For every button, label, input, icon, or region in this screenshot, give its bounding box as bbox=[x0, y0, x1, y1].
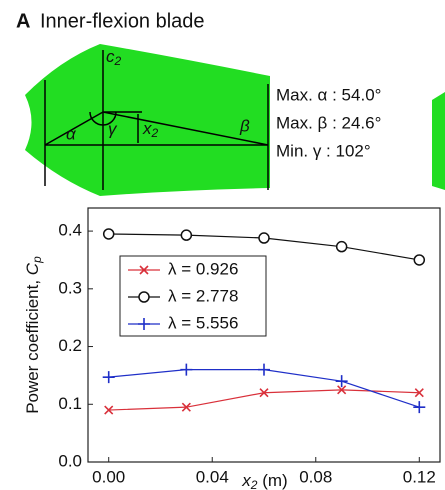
marker bbox=[413, 401, 426, 414]
marker bbox=[413, 254, 426, 266]
marker bbox=[181, 402, 191, 412]
panel-title: Inner-flexion blade bbox=[40, 10, 205, 32]
stat: Max. α : 54.0° bbox=[276, 85, 381, 104]
marker bbox=[180, 229, 193, 241]
x-label: x2 bbox=[142, 119, 159, 140]
gamma-label: γ bbox=[108, 119, 118, 138]
marker bbox=[335, 240, 348, 253]
y-tick-label: 0.1 bbox=[58, 394, 82, 413]
marker bbox=[102, 228, 115, 240]
x-tick-label: 0.08 bbox=[299, 467, 332, 486]
stat: Max. β : 24.6° bbox=[276, 113, 381, 132]
legend-marker bbox=[138, 291, 150, 303]
c-label: c2 bbox=[106, 47, 122, 68]
legend-label: λ = 2.778 bbox=[168, 286, 238, 305]
x-tick-label: 0.00 bbox=[92, 467, 125, 486]
y-tick-label: 0.4 bbox=[58, 221, 82, 240]
plot-frame bbox=[87, 207, 441, 463]
marker bbox=[337, 385, 347, 395]
x-axis-label: x2 (m) bbox=[241, 471, 287, 490]
marker bbox=[258, 363, 270, 376]
blade-diagram: c2 x2 α β γ Max. α : 54.0° Max. β : 24.6… bbox=[25, 44, 445, 196]
legend-marker bbox=[139, 265, 149, 275]
x-tick-label: 0.04 bbox=[196, 467, 229, 486]
marker bbox=[414, 388, 424, 398]
marker bbox=[180, 363, 193, 376]
blade bbox=[25, 44, 270, 196]
marker bbox=[104, 405, 114, 415]
marker bbox=[335, 375, 348, 388]
y-axis-label: Power coefficient, Cp bbox=[23, 256, 44, 414]
panel-letter: A bbox=[16, 10, 30, 32]
stat: Min. γ : 102° bbox=[276, 141, 371, 160]
y-tick-label: 0.2 bbox=[58, 336, 82, 355]
y-tick-label: 0.0 bbox=[58, 451, 82, 470]
x-tick-label: 0.12 bbox=[403, 467, 436, 486]
alpha-label: α bbox=[66, 124, 77, 143]
beta-label: β bbox=[239, 116, 250, 135]
legend-label: λ = 0.926 bbox=[168, 259, 238, 278]
legend-label: λ = 5.556 bbox=[168, 313, 238, 332]
blade-edge bbox=[432, 92, 445, 190]
marker bbox=[102, 371, 115, 384]
y-tick-label: 0.3 bbox=[58, 278, 82, 297]
marker bbox=[258, 232, 270, 244]
legend-marker bbox=[138, 318, 150, 330]
marker bbox=[259, 388, 269, 398]
